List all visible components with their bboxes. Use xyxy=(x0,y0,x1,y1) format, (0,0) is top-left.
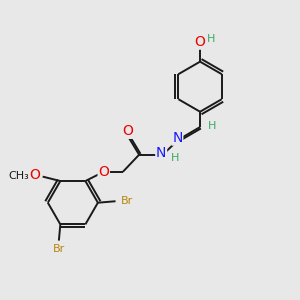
Text: N: N xyxy=(156,146,166,160)
Text: O: O xyxy=(98,165,109,179)
Text: H: H xyxy=(208,121,217,130)
Text: O: O xyxy=(195,35,206,49)
Text: O: O xyxy=(122,124,133,138)
Text: CH₃: CH₃ xyxy=(8,171,29,181)
Text: Br: Br xyxy=(121,196,133,206)
Text: N: N xyxy=(172,131,183,145)
Text: O: O xyxy=(29,168,40,182)
Text: H: H xyxy=(207,34,215,44)
Text: H: H xyxy=(171,153,179,163)
Text: Br: Br xyxy=(53,244,65,254)
